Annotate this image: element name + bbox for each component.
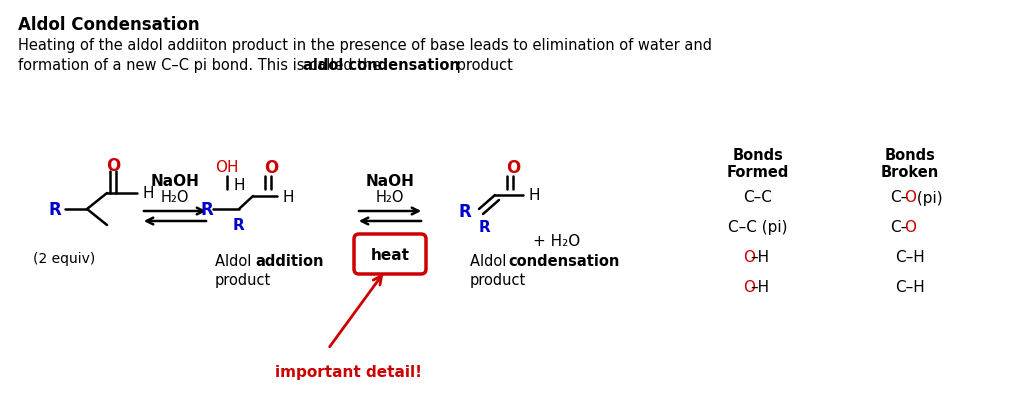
Text: Aldol Condensation: Aldol Condensation	[18, 16, 200, 34]
FancyBboxPatch shape	[354, 235, 426, 274]
Text: R: R	[459, 202, 472, 221]
Text: OH: OH	[215, 160, 239, 175]
Text: (pi): (pi)	[912, 190, 942, 205]
Text: important detail!: important detail!	[275, 364, 422, 379]
Text: Heating of the aldol addiiton product in the presence of base leads to eliminati: Heating of the aldol addiiton product in…	[18, 38, 712, 53]
Text: –H: –H	[751, 280, 769, 295]
Text: O: O	[905, 190, 916, 205]
Text: aldol condensation: aldol condensation	[303, 58, 460, 73]
Text: Aldol: Aldol	[215, 254, 256, 268]
Text: product: product	[470, 272, 526, 287]
Text: H₂O: H₂O	[160, 189, 189, 204]
Text: R: R	[479, 220, 491, 235]
Text: heat: heat	[370, 247, 409, 262]
Text: product: product	[452, 58, 513, 73]
Text: Aldol: Aldol	[470, 254, 511, 268]
Text: O: O	[743, 250, 755, 265]
Text: –H: –H	[751, 250, 769, 265]
Text: R: R	[49, 201, 61, 218]
Text: product: product	[215, 272, 271, 287]
Text: O: O	[905, 220, 916, 235]
Text: Bonds
Formed: Bonds Formed	[727, 147, 789, 180]
Text: addition: addition	[255, 254, 324, 268]
Text: R: R	[201, 201, 213, 218]
Text: O: O	[105, 157, 120, 175]
Text: NaOH: NaOH	[366, 174, 415, 189]
Text: H: H	[143, 186, 154, 201]
Text: H: H	[529, 188, 541, 203]
Text: + H₂O: + H₂O	[533, 234, 580, 249]
Text: O: O	[264, 159, 278, 177]
Text: condensation: condensation	[508, 254, 619, 268]
Text: O: O	[743, 280, 755, 295]
Text: C–H: C–H	[895, 250, 924, 265]
Text: C–C: C–C	[743, 190, 772, 205]
Text: formation of a new C–C pi bond. This is called the: formation of a new C–C pi bond. This is …	[18, 58, 386, 73]
Text: NaOH: NaOH	[151, 174, 200, 189]
Text: O: O	[506, 159, 520, 177]
Text: (2 equiv): (2 equiv)	[33, 252, 95, 266]
Text: H: H	[234, 177, 245, 192]
Text: H: H	[283, 189, 295, 204]
Text: C–: C–	[890, 220, 908, 235]
Text: Bonds
Broken: Bonds Broken	[881, 147, 939, 180]
Text: H₂O: H₂O	[375, 189, 404, 204]
Text: C–H: C–H	[895, 280, 924, 295]
Text: R: R	[233, 218, 245, 233]
Text: C–C (pi): C–C (pi)	[728, 220, 788, 235]
Text: C–: C–	[890, 190, 908, 205]
